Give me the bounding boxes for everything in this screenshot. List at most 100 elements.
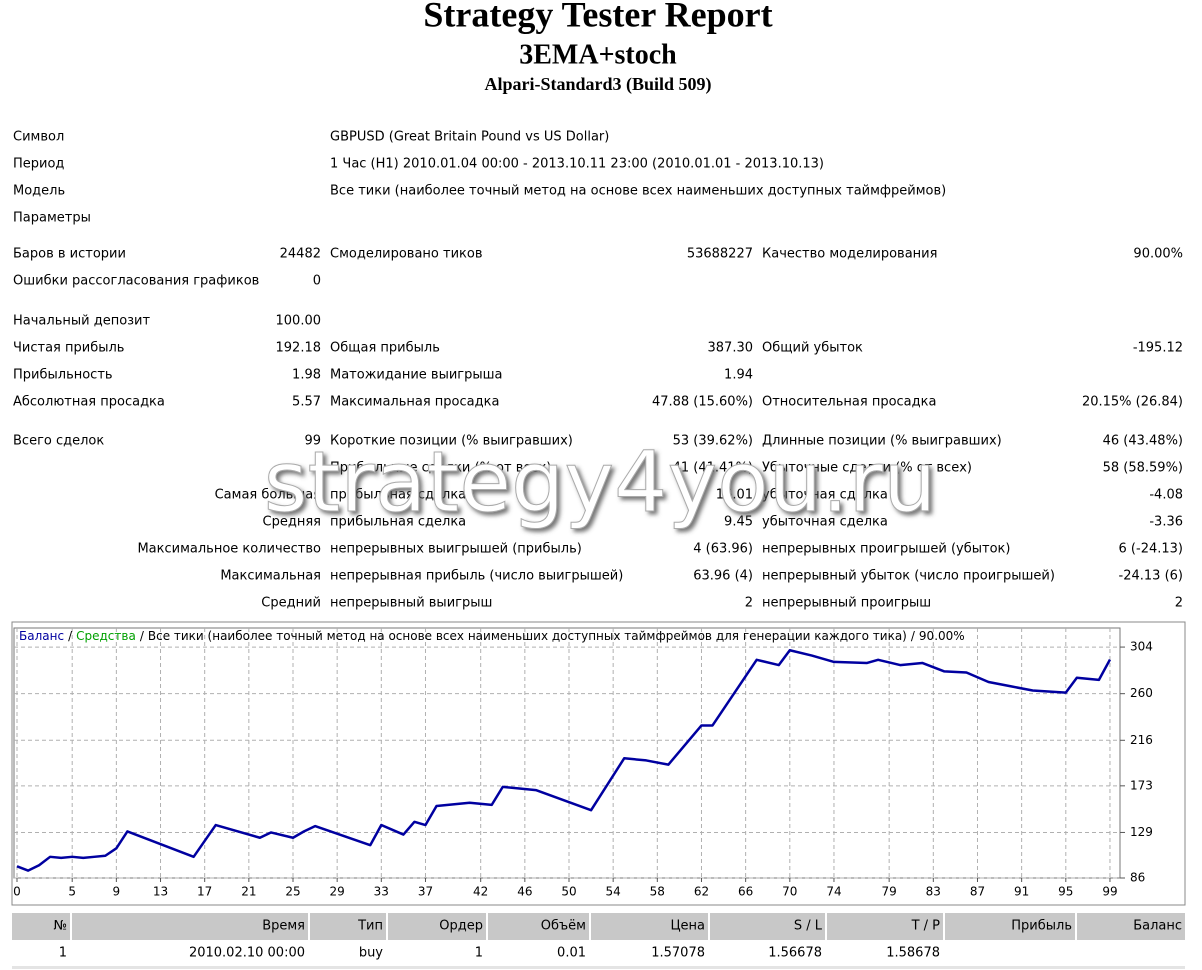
info-value: GBPUSD (Great Britain Pound vs US Dollar… xyxy=(330,130,609,145)
stat-value: 46 (43.48%) xyxy=(1103,434,1183,449)
table-cell: 1 xyxy=(475,946,483,961)
stat-value: 192.18 xyxy=(276,341,322,356)
header-cell xyxy=(827,913,943,940)
balance-line xyxy=(16,648,1112,872)
stat-label: непрерывных проигрышей (убыток) xyxy=(762,542,1011,557)
header-cell xyxy=(72,913,308,940)
header-cell xyxy=(488,913,589,940)
y-tick-label: 173 xyxy=(1130,778,1153,792)
x-tick-label: 29 xyxy=(330,885,345,899)
stat-label: Смоделировано тиков xyxy=(330,247,483,262)
stat-label: прибыльная сделка xyxy=(330,488,466,503)
x-tick-label: 70 xyxy=(782,885,797,899)
column-header: № xyxy=(53,919,67,934)
x-tick-label: 54 xyxy=(606,885,621,899)
stat-label: Общая прибыль xyxy=(330,341,440,356)
legend-equity: Средства xyxy=(76,629,136,643)
stat-value: 41 (41.41%) xyxy=(673,461,753,476)
summary: Символ GBPUSD (Great Britain Pound vs US … xyxy=(13,130,1183,611)
stat-label: Прибыльные сделки (% от всех) xyxy=(330,461,551,476)
stat-label: непрерывный проигрыш xyxy=(762,596,931,611)
x-tick-label: 95 xyxy=(1058,885,1073,899)
stat-label: Ошибки рассогласования графиков xyxy=(13,274,259,289)
stat-value: 2 xyxy=(1175,596,1183,611)
stat-label: Чистая прибыль xyxy=(13,341,124,356)
stat-label: Баров в истории xyxy=(13,247,126,262)
column-header: Ордер xyxy=(439,919,483,934)
separator: / xyxy=(911,629,916,643)
info-label: Модель xyxy=(13,184,65,199)
header-cell xyxy=(591,913,708,940)
x-tick-label: 66 xyxy=(738,885,753,899)
stat-value: 1.94 xyxy=(724,368,753,383)
legend-balance: Баланс xyxy=(19,629,64,643)
chart-subtitle: Все тики (наиболее точный метод на основ… xyxy=(148,629,907,643)
x-tick-label: 87 xyxy=(970,885,985,899)
chart: 86 129 173 216 260 304 0 5 9 13 17 21 25 29 33 37 42 46 50… xyxy=(13,628,1153,899)
stat-value: 100.00 xyxy=(276,314,322,329)
header-cell xyxy=(12,913,70,940)
stat-value: 2 xyxy=(745,596,753,611)
watermark: strategy4you.ru xyxy=(264,433,937,531)
stat-label: Максимальная xyxy=(220,569,321,584)
stat-label: Средний xyxy=(261,596,321,611)
x-tick-label: 17 xyxy=(197,885,212,899)
stat-label: Убыточные сделки (% от всех) xyxy=(762,461,972,476)
header-cell xyxy=(388,913,486,940)
x-tick-label: 99 xyxy=(1102,885,1117,899)
table-cell: 1.57078 xyxy=(651,946,705,961)
report-title: Strategy Tester Report xyxy=(423,0,772,34)
stat-label: непрерывный выигрыш xyxy=(330,596,492,611)
server-name: Alpari-Standard3 (Build 509) xyxy=(484,74,711,95)
column-header: Тип xyxy=(357,919,383,934)
info-label: Символ xyxy=(13,130,64,145)
stat-label: Самая большая xyxy=(215,488,321,503)
stat-value: 99 xyxy=(304,434,321,449)
x-tick-label: 42 xyxy=(473,885,488,899)
x-tick-label: 0 xyxy=(13,885,21,899)
stat-label: Короткие позиции (% выигравших) xyxy=(330,434,573,449)
stat-label: Всего сделок xyxy=(13,434,104,449)
x-tick-label: 21 xyxy=(241,885,256,899)
separator: / xyxy=(68,629,73,643)
stat-label: непрерывных выигрышей (прибыль) xyxy=(330,542,582,557)
x-tick-label: 9 xyxy=(113,885,121,899)
x-tick-label: 58 xyxy=(650,885,665,899)
watermark-layer: strategy4you.ru xyxy=(263,432,937,531)
x-tick-label: 83 xyxy=(926,885,941,899)
x-tick-label: 46 xyxy=(517,885,532,899)
stat-label: Длинные позиции (% выигравших) xyxy=(762,434,1002,449)
stat-value: 16.01 xyxy=(716,488,753,503)
y-tick-label: 129 xyxy=(1130,825,1153,839)
column-header: S / L xyxy=(794,919,823,934)
chart-frame xyxy=(11,621,1186,906)
stat-value: 47.88 (15.60%) xyxy=(652,395,753,410)
stat-value: 1.98 xyxy=(292,368,321,383)
stat-value: -4.08 xyxy=(1149,488,1183,503)
stat-value: -3.36 xyxy=(1149,515,1183,530)
stat-label: Прибыльность xyxy=(13,368,113,383)
stat-label: Качество моделирования xyxy=(762,247,937,262)
x-tick-label: 74 xyxy=(826,885,841,899)
table-cell: 1.58678 xyxy=(886,946,940,961)
table-cell: 1.56678 xyxy=(768,946,822,961)
x-tick-label: 50 xyxy=(561,885,576,899)
column-header: Время xyxy=(262,919,305,934)
info-value: Все тики (наиболее точный метод на основ… xyxy=(330,184,946,199)
stat-label: убыточная сделка xyxy=(762,488,888,503)
stat-value: 9.45 xyxy=(724,515,753,530)
y-tick-label: 216 xyxy=(1130,733,1153,747)
stat-value: 5.57 xyxy=(292,395,321,410)
stat-label: Начальный депозит xyxy=(13,314,151,329)
x-tick-label: 91 xyxy=(1014,885,1029,899)
stat-value: 4 (63.96) xyxy=(693,542,753,557)
x-tick-label: 79 xyxy=(882,885,897,899)
x-tick-label: 33 xyxy=(374,885,389,899)
x-tick-label: 62 xyxy=(694,885,709,899)
header-cell xyxy=(945,913,1075,940)
header-cell xyxy=(1077,913,1185,940)
y-tick-label: 260 xyxy=(1130,686,1153,700)
stat-label: Общий убыток xyxy=(762,341,863,356)
column-header: Цена xyxy=(670,919,705,934)
